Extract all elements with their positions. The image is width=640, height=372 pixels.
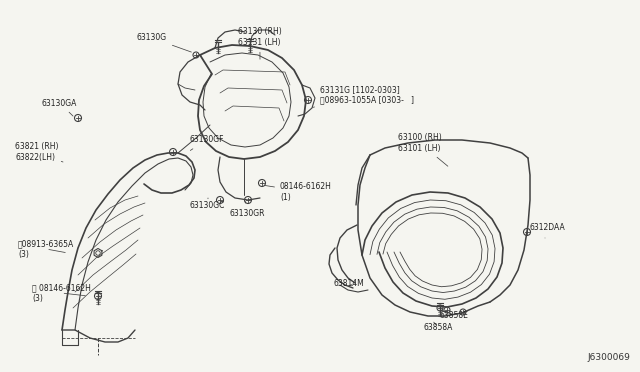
Text: 63858A: 63858A	[423, 322, 452, 331]
Text: 63100 (RH)
63101 (LH): 63100 (RH) 63101 (LH)	[398, 133, 448, 166]
Text: 63130GA: 63130GA	[42, 99, 77, 116]
Text: 63821 (RH)
63822(LH): 63821 (RH) 63822(LH)	[15, 142, 63, 162]
Text: 63130GF: 63130GF	[189, 135, 223, 150]
Text: J6300069: J6300069	[587, 353, 630, 362]
Text: 63130G: 63130G	[137, 33, 191, 52]
Text: 63131G [1102-0303]
ⓝ08963-1055A [0303-   ]: 63131G [1102-0303] ⓝ08963-1055A [0303- ]	[313, 85, 414, 108]
Text: 6312DAA: 6312DAA	[530, 224, 566, 238]
Text: 63130GR: 63130GR	[230, 201, 266, 218]
Text: 63130GC: 63130GC	[190, 198, 225, 211]
Text: 08146-6162H
(1): 08146-6162H (1)	[265, 182, 332, 202]
Text: ⓑ 08146-6162H
(3): ⓑ 08146-6162H (3)	[32, 283, 91, 303]
Text: 63130 (RH)
63131 (LH): 63130 (RH) 63131 (LH)	[238, 27, 282, 59]
Text: 63814M: 63814M	[333, 279, 364, 288]
Text: ⓝ08913-6365A
(3): ⓝ08913-6365A (3)	[18, 239, 74, 259]
Text: 63858E: 63858E	[440, 310, 469, 320]
